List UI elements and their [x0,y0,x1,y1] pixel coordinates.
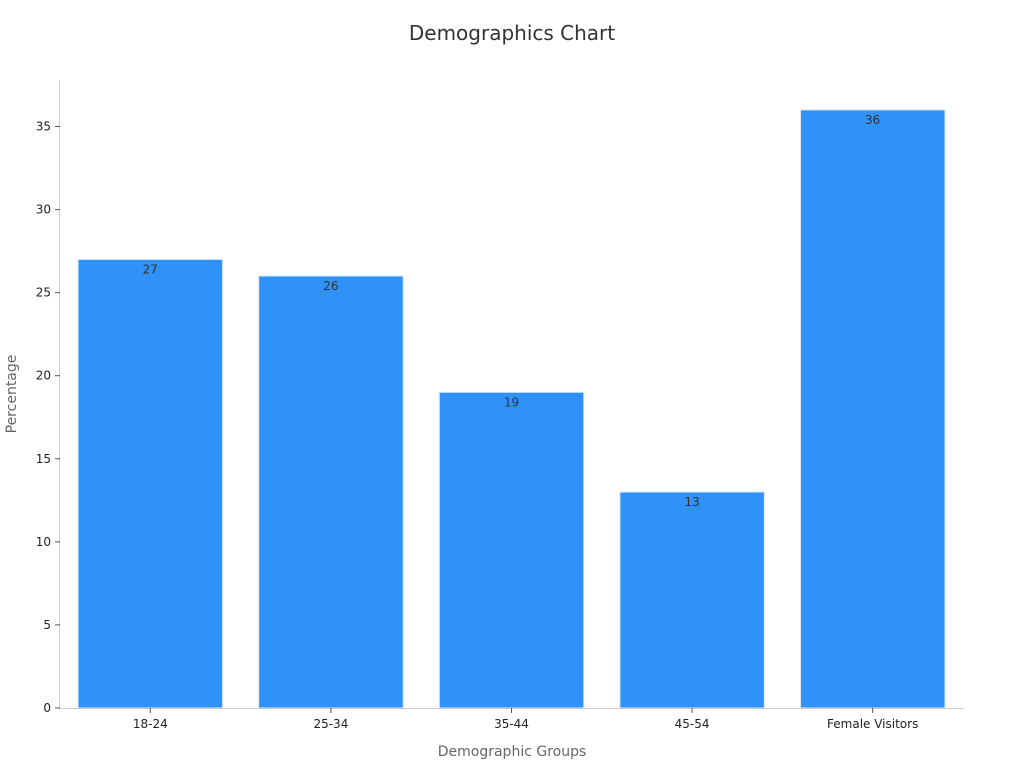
x-axis-ticks: 18-24 25-34 35-44 45-54 Female Visitors [133,708,918,731]
y-tick-label: 35 [36,120,51,134]
y-tick-label: 30 [36,203,51,217]
y-tick-label: 25 [36,286,51,300]
x-axis-label: Demographic Groups [438,744,587,760]
data-labels-group: 27 26 19 13 36 [143,113,881,509]
bar-female-visitors [800,109,946,709]
bar-18-24 [77,258,224,709]
bar-25-34 [258,275,404,709]
bar-45-54 [619,491,765,709]
x-tick-label: 35-44 [494,717,529,731]
y-tick-label: 20 [36,369,51,383]
data-label: 13 [684,495,699,509]
chart-title: Demographics Chart [409,21,615,45]
data-label: 27 [143,262,158,276]
y-axis-ticks: 0 5 10 15 20 25 30 35 [36,120,60,715]
x-tick-label: Female Visitors [827,717,918,731]
bar-35-44 [438,391,585,709]
y-axis-label: Percentage [4,355,20,434]
y-tick-label: 0 [43,701,51,715]
data-label: 36 [865,113,880,127]
bars-group [77,109,946,709]
x-tick-label: 18-24 [133,717,168,731]
data-label: 26 [323,279,338,293]
y-tick-label: 10 [36,535,51,549]
x-tick-label: 45-54 [675,717,710,731]
y-tick-label: 15 [36,452,51,466]
x-tick-label: 25-34 [313,717,348,731]
data-label: 19 [504,395,519,409]
y-tick-label: 5 [43,618,51,632]
